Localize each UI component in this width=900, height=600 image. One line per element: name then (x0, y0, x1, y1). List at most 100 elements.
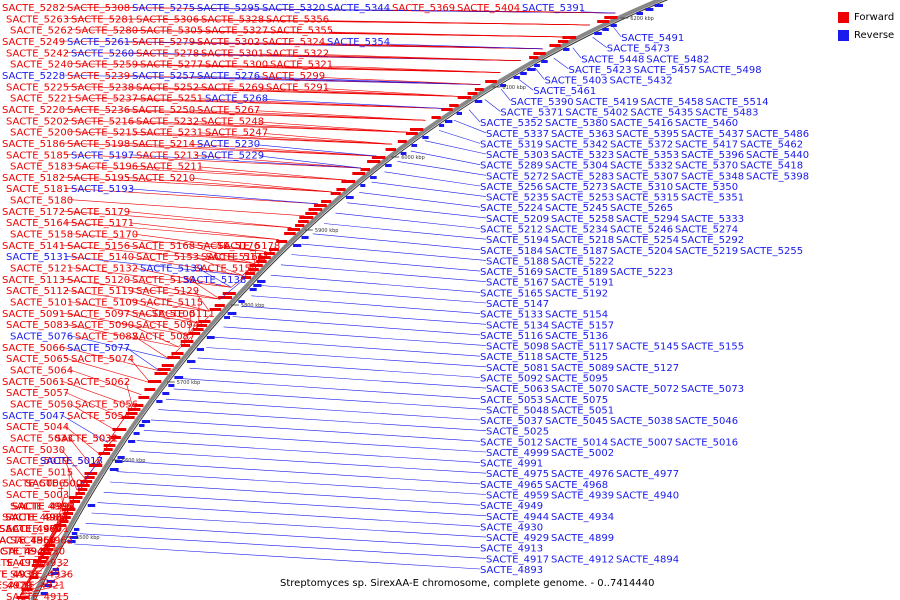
gene-label: SACTE_5166 (201, 252, 264, 263)
gene-label: SACTE_5209 (486, 214, 549, 225)
leader-line (194, 87, 462, 97)
leader-line (107, 415, 127, 443)
gene-label: SACTE_5045 (545, 416, 608, 427)
leader-line (125, 381, 133, 407)
gene-label: SACTE_5403 (545, 76, 608, 87)
gene-label: SACTE_4985 (2, 513, 65, 524)
leader-line (68, 267, 232, 288)
gene-label: SACTE_5098 (486, 342, 549, 353)
leader-line (535, 68, 545, 80)
leader-line (359, 192, 481, 208)
gene-label: SACTE_5031 (55, 433, 118, 444)
gene-label: SACTE_5228 (2, 71, 65, 82)
gene-label: SACTE_5153 (136, 252, 199, 263)
reverse-feature (645, 8, 654, 11)
gene-label: SACTE_5219 (675, 246, 738, 257)
gene-label: SACTE_4949 (480, 501, 543, 512)
leader-line (194, 291, 210, 312)
gene-label: SACTE_5483 (695, 107, 758, 118)
gene-label: SACTE_5355 (270, 26, 333, 37)
forward-feature (181, 344, 191, 347)
forward-feature (214, 304, 225, 307)
leader-line (397, 161, 487, 176)
gene-label: SACTE_5213 (136, 150, 199, 161)
gene-label: SACTE_4970 (0, 524, 62, 535)
gene-label: SACTE_5115 (140, 298, 203, 309)
gene-label: SACTE_5005 (26, 479, 89, 490)
leader-line (74, 543, 481, 570)
gene-label: SACTE_5258 (551, 214, 614, 225)
gene-label: SACTE_5145 (616, 342, 679, 353)
leader-line (143, 430, 487, 453)
forward-feature (385, 148, 396, 151)
gene-label: SACTE_5269 (201, 82, 264, 93)
gene-label: SACTE_5402 (565, 107, 628, 118)
leader-line (129, 256, 243, 276)
gene-label: SACTE_5237 (75, 94, 138, 105)
gene-label: SACTE_5119 (71, 286, 134, 297)
genome-caption: Streptomyces sp. SirexAA-E chromosome, c… (280, 578, 655, 589)
gene-label: SACTE_5083 (6, 320, 69, 331)
forward-feature (441, 108, 453, 111)
leader-line (129, 222, 279, 240)
gene-label: SACTE_5172 (2, 207, 65, 218)
gene-label: SACTE_5235 (486, 193, 549, 204)
gene-label: SACTE_5225 (6, 82, 69, 93)
gene-label: SACTE_5053 (480, 395, 543, 406)
gene-label: SACTE_4992 (12, 501, 75, 512)
leader-line (324, 20, 590, 26)
forward-feature (314, 204, 327, 207)
gene-label: SACTE_4962 (10, 535, 73, 546)
leader-line (109, 481, 481, 506)
leader-line (484, 99, 501, 112)
leader-line (68, 403, 116, 431)
gene-label: SACTE_5214 (132, 139, 195, 150)
gene-label: SACTE_4894 (616, 554, 679, 565)
gene-label: SACTE_5017 (40, 456, 103, 467)
gene-label: SACTE_5322 (266, 48, 329, 59)
gene-label: SACTE_4899 (551, 533, 614, 544)
gene-label: SACTE_5046 (675, 416, 738, 427)
gene-label: SACTE_5247 (205, 128, 268, 139)
gene-label: SACTE_5216 (71, 116, 134, 127)
gene-label: SACTE_5352 (480, 118, 543, 129)
leader-line (64, 221, 279, 240)
leader-line (68, 335, 169, 360)
reverse-feature (370, 176, 377, 179)
leader-line (194, 121, 409, 133)
gene-label: SACTE_5179 (67, 207, 130, 218)
reverse-feature (227, 312, 237, 315)
gene-label: SACTE_4968 (545, 480, 608, 491)
gene-label: SACTE_5092 (480, 373, 543, 384)
reverse-feature (257, 280, 266, 283)
forward-feature (125, 412, 138, 415)
gene-label: SACTE_5491 (621, 33, 684, 44)
gene-label: SACTE_5263 (6, 14, 69, 25)
leader-line (320, 77, 481, 85)
gene-label: SACTE_5391 (522, 3, 585, 14)
reverse-feature (128, 440, 136, 443)
leader-line (64, 255, 243, 276)
reverse-feature (52, 568, 59, 571)
gene-label: SACTE_5065 (6, 354, 69, 365)
gene-label: SACTE_5117 (551, 342, 614, 353)
gene-label: SACTE_5210 (132, 173, 195, 184)
leader-line (324, 54, 521, 61)
gene-label: SACTE_5514 (706, 97, 769, 108)
legend-label-reverse: Reverse (854, 29, 895, 41)
gene-label: SACTE_4999 (486, 448, 549, 459)
leader-line (592, 37, 607, 48)
leader-line (133, 267, 232, 288)
gene-label: SACTE_5194 (486, 235, 549, 246)
leader-line (133, 97, 444, 109)
gene-label: SACTE_5370 (675, 161, 738, 172)
scale-tick-label: 6200 kbp (630, 16, 654, 22)
gene-label: SACTE_4919 (0, 581, 32, 592)
leader-line (49, 507, 72, 538)
gene-label: SACTE_5171 (71, 218, 134, 229)
reverse-feature (541, 60, 548, 63)
gene-label: SACTE_5498 (699, 65, 762, 76)
gene-label: SACTE_4991 (480, 459, 543, 470)
reverse-feature (411, 144, 418, 147)
leader-line (125, 177, 332, 193)
